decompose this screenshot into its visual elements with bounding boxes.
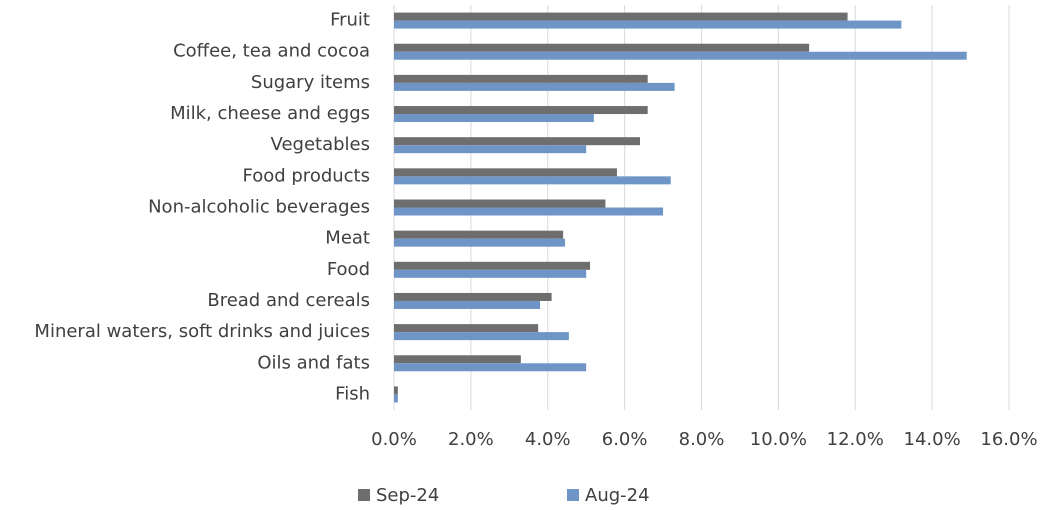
bar	[394, 238, 566, 247]
x-tick-label: 6.0%	[602, 429, 648, 450]
y-tick-label: Sugary items	[251, 72, 370, 93]
bar	[394, 269, 587, 278]
x-tick-label: 10.0%	[750, 429, 807, 450]
bar	[394, 300, 541, 309]
x-tick-label: 12.0%	[827, 429, 884, 450]
x-tick-label: 4.0%	[525, 429, 571, 450]
y-tick-label: Fish	[335, 383, 370, 404]
y-tick-label: Coffee, tea and cocoa	[173, 41, 370, 62]
legend-label: Aug-24	[585, 485, 650, 506]
legend-swatch	[358, 489, 370, 501]
y-tick-label: Milk, cheese and eggs	[170, 103, 370, 124]
bar	[394, 43, 810, 52]
y-tick-label: Oils and fats	[257, 352, 370, 373]
bar	[394, 74, 648, 83]
y-tick-label: Food products	[243, 165, 371, 186]
bar	[394, 394, 398, 403]
bar	[394, 386, 398, 395]
legend-swatch	[567, 489, 579, 501]
bar	[394, 176, 671, 185]
bar	[394, 145, 587, 154]
y-tick-label: Meat	[325, 228, 370, 249]
bar	[394, 292, 552, 301]
y-tick-label: Fruit	[330, 10, 370, 31]
bar	[394, 51, 967, 60]
bar	[394, 106, 648, 115]
y-tick-label: Vegetables	[271, 134, 370, 155]
y-tick-label: Non-alcoholic beverages	[148, 197, 370, 218]
legend-label: Sep-24	[376, 485, 439, 506]
bar	[394, 12, 848, 21]
bar	[394, 355, 521, 364]
bar	[394, 207, 664, 216]
bar	[394, 363, 587, 372]
x-tick-label: 0.0%	[371, 429, 417, 450]
bar	[394, 230, 564, 239]
bar	[394, 114, 594, 123]
bar	[394, 82, 675, 91]
bar	[394, 261, 591, 270]
x-tick-label: 8.0%	[679, 429, 725, 450]
bar	[394, 324, 539, 333]
bar	[394, 332, 569, 341]
bar	[394, 199, 606, 208]
y-tick-label: Mineral waters, soft drinks and juices	[34, 321, 370, 342]
bar	[394, 137, 640, 146]
y-tick-label: Bread and cereals	[207, 290, 370, 311]
x-tick-label: 2.0%	[448, 429, 494, 450]
bar	[394, 20, 902, 29]
x-tick-label: 14.0%	[904, 429, 961, 450]
x-tick-label: 16.0%	[980, 429, 1037, 450]
y-tick-label: Food	[327, 259, 370, 280]
bar	[394, 168, 617, 177]
